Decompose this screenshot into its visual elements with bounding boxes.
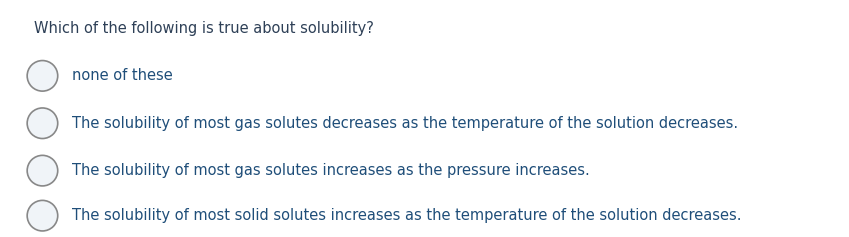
Ellipse shape — [27, 108, 58, 138]
Text: The solubility of most gas solutes increases as the pressure increases.: The solubility of most gas solutes incre… — [72, 163, 590, 178]
Ellipse shape — [27, 155, 58, 186]
Ellipse shape — [27, 61, 58, 91]
Text: The solubility of most solid solutes increases as the temperature of the solutio: The solubility of most solid solutes inc… — [72, 208, 742, 223]
Text: The solubility of most gas solutes decreases as the temperature of the solution : The solubility of most gas solutes decre… — [72, 116, 739, 131]
Text: none of these: none of these — [72, 68, 173, 83]
Ellipse shape — [27, 201, 58, 231]
Text: Which of the following is true about solubility?: Which of the following is true about sol… — [34, 21, 374, 36]
